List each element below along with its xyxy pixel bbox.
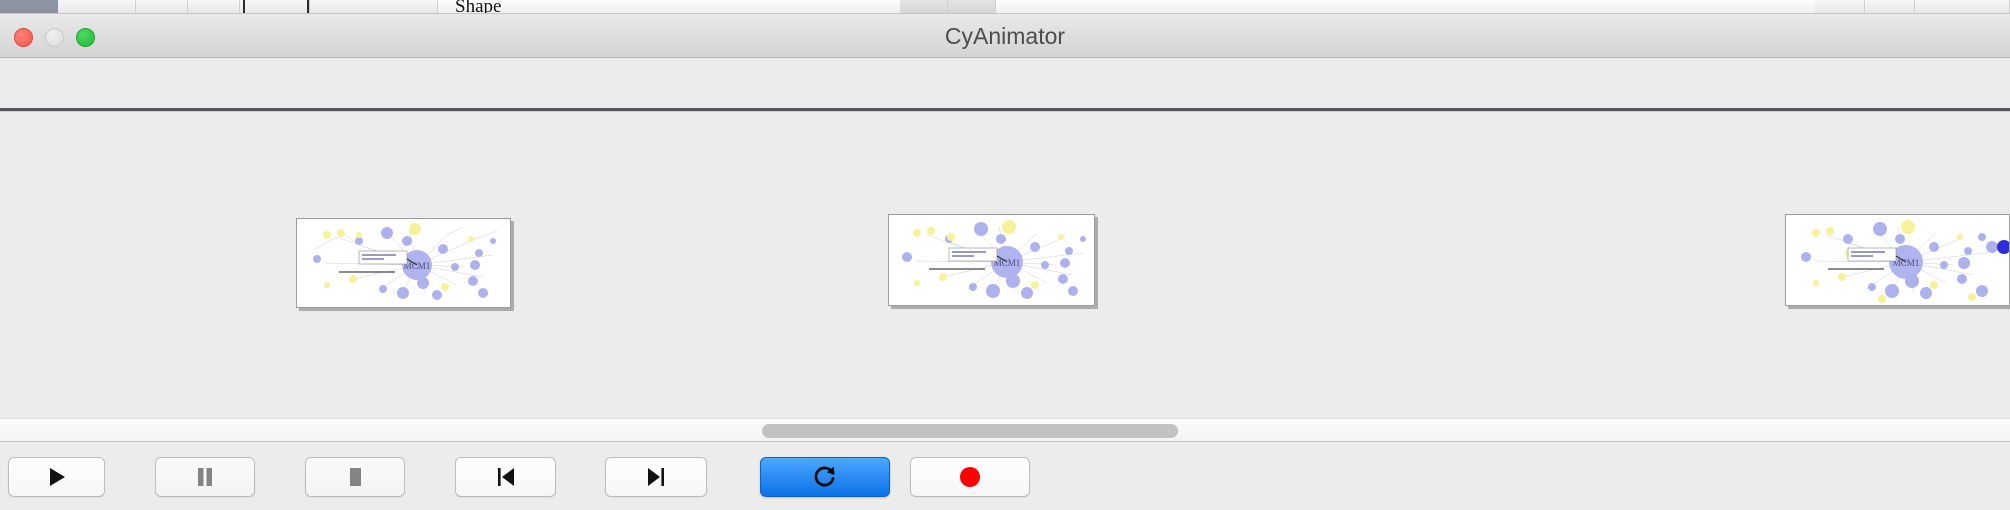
background-window-label: Shape xyxy=(455,0,502,14)
window-title: CyAnimator xyxy=(944,23,1066,49)
play-button[interactable] xyxy=(8,457,105,497)
network-graph-preview: MCM1 xyxy=(902,220,1086,299)
pause-button[interactable] xyxy=(155,457,255,497)
timeline-scrollbar-thumb[interactable] xyxy=(762,424,1178,438)
network-graph-preview: MCM1 xyxy=(1801,220,2009,303)
timeline-scrollbar[interactable] xyxy=(0,418,2010,442)
network-graph-preview: MCM1 xyxy=(313,223,498,300)
background-window-selection xyxy=(0,0,58,13)
loop-button[interactable] xyxy=(760,457,890,497)
background-window-cell xyxy=(188,0,240,13)
background-window-cell xyxy=(310,0,438,13)
toolbar: ✚ Clear All Frames xyxy=(0,58,2010,152)
svg-text:MCM1: MCM1 xyxy=(404,261,431,271)
background-window-cell xyxy=(1865,0,1915,13)
background-window-cell xyxy=(900,0,948,13)
background-window-cell xyxy=(240,0,310,13)
frame-thumbnail-3[interactable]: MCM1 xyxy=(1785,214,2010,306)
background-window-strip: Shape xyxy=(0,0,2010,14)
stop-icon xyxy=(350,468,361,486)
frame-thumbnail-1[interactable]: MCM1 xyxy=(296,218,511,308)
zoom-button[interactable] xyxy=(76,28,95,47)
svg-text:MCM1: MCM1 xyxy=(994,258,1021,268)
skip-to-end-button[interactable] xyxy=(605,457,707,497)
pause-icon xyxy=(198,468,212,486)
timeline-panel[interactable]: MCM1 xyxy=(0,112,2010,412)
record-icon xyxy=(960,467,980,487)
skip-back-icon xyxy=(497,468,514,486)
close-button[interactable] xyxy=(14,28,33,47)
minimize-button[interactable] xyxy=(45,28,64,47)
background-window-cell xyxy=(136,0,188,13)
svg-text:MCM1: MCM1 xyxy=(1893,258,1920,268)
title-bar[interactable]: CyAnimator xyxy=(0,14,2010,58)
background-window-cell xyxy=(948,0,996,13)
toolbar-separator xyxy=(0,108,2010,111)
frame-thumbnail-2[interactable]: MCM1 xyxy=(888,214,1095,306)
transport-bar: Animation Speed: xyxy=(0,443,2010,510)
skip-to-start-button[interactable] xyxy=(455,457,556,497)
background-window-cell xyxy=(58,0,136,13)
toolbar-separator-highlight xyxy=(0,111,2010,112)
frame-thumbnail-image: MCM1 xyxy=(296,218,511,308)
play-icon xyxy=(49,468,65,486)
background-window-cell xyxy=(1915,0,2010,13)
record-button[interactable] xyxy=(910,457,1030,497)
frame-thumbnail-image: MCM1 xyxy=(1785,214,2010,306)
traffic-lights xyxy=(14,28,95,47)
background-window-cell xyxy=(1815,0,1865,13)
skip-forward-icon xyxy=(648,468,664,486)
loop-icon xyxy=(814,466,835,487)
frame-thumbnail-image: MCM1 xyxy=(888,214,1095,306)
stop-button[interactable] xyxy=(305,457,405,497)
